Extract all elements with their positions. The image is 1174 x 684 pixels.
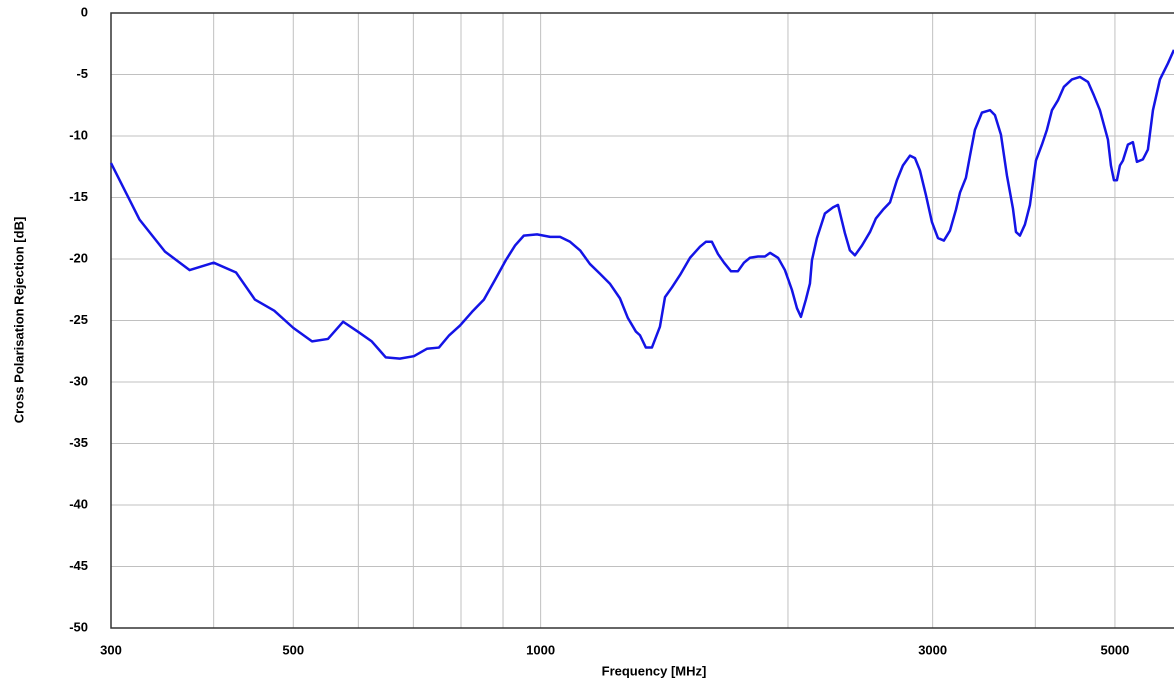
y-tick-label: -5 [76, 66, 88, 81]
x-tick-label: 1000 [526, 642, 555, 657]
y-tick-label: -45 [69, 558, 88, 573]
y-axis-label: Cross Polarisation Rejection [dB] [11, 217, 26, 424]
y-tick-label: -10 [69, 127, 88, 142]
plot-frame [110, 12, 1174, 629]
y-tick-label: 0 [81, 4, 88, 19]
x-tick-label: 3000 [918, 642, 947, 657]
y-tick-label: -15 [69, 189, 88, 204]
x-axis-label: Frequency [MHz] [602, 663, 707, 678]
y-tick-label: -30 [69, 373, 88, 388]
y-tick-label: -20 [69, 250, 88, 265]
y-tick-label: -35 [69, 435, 88, 450]
data-line [109, 49, 1174, 360]
x-tick-label: 5000 [1100, 642, 1129, 657]
x-tick-label: 500 [282, 642, 304, 657]
y-tick-label: -25 [69, 312, 88, 327]
y-tick-label: -50 [69, 619, 88, 634]
y-tick-label: -40 [69, 496, 88, 511]
x-tick-label: 300 [100, 642, 122, 657]
